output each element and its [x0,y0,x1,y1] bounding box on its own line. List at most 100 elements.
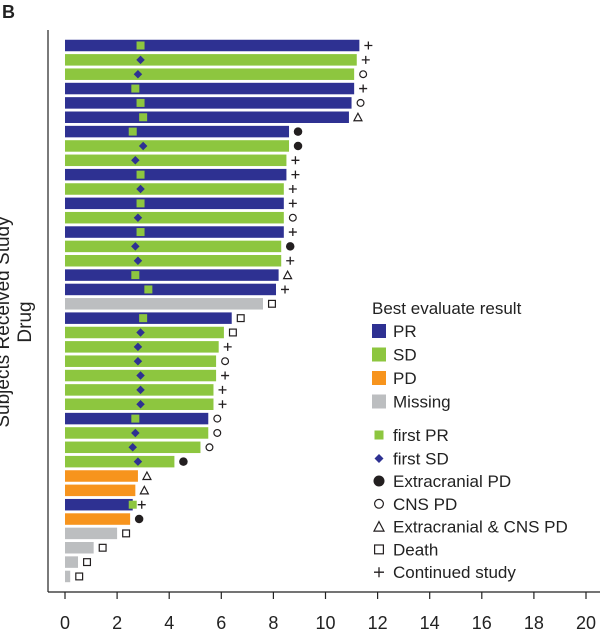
event-extracranial-pd [285,242,295,251]
legend-label-death: Death [393,540,438,559]
legend-both-pd-marker [373,520,385,532]
event-continued [288,185,297,193]
marker-first-SD [136,55,145,65]
legend-death-marker [374,544,385,555]
event-both-pd [139,485,150,495]
event-continued [291,170,300,179]
bar-sd [65,240,282,253]
bar-pr [65,498,133,511]
marker-first-SD [133,213,143,222]
bar-sd [65,183,284,195]
legend-label-sd: SD [393,346,417,365]
event-extracranial-pd [293,141,303,151]
bar-pr [65,82,355,95]
marker-first-SD [131,428,140,438]
bar-pd [65,484,136,497]
event-extracranial-pd [179,457,188,466]
legend-label-both-pd: Extracranial & CNS PD [393,518,568,537]
event-cns-pd [221,357,230,366]
marker-first-SD [136,400,145,409]
bar-sd [65,54,357,66]
marker-first-SD [131,242,140,251]
marker-first-SD [133,457,143,466]
event-continued [364,41,373,50]
event-cns-pd [356,98,365,107]
x-tick-label: 20 [576,613,596,633]
marker-first-PR [131,84,140,93]
legend-cns-pd-marker [374,498,385,509]
bar-missing [65,542,94,554]
marker-first-SD [136,184,145,194]
marker-first-SD [133,256,143,265]
event-cns-pd [213,428,222,437]
legend-swatch-sd [372,347,386,362]
x-tick-label: 0 [60,613,70,633]
bar-sd [65,140,290,152]
event-continued [361,55,370,64]
bar-pr [65,168,287,181]
event-death [122,529,131,538]
legend-label-pd: PD [393,369,417,388]
event-death [236,314,245,323]
marker-first-PR [131,271,140,280]
marker-first-PR [136,228,145,237]
legend-label-first-PR: first PR [393,426,449,445]
legend-continued-marker [374,567,384,578]
event-both-pd [282,269,293,280]
event-death [267,299,276,308]
x-tick-label: 16 [472,613,492,633]
marker-first-PR [128,127,137,136]
event-continued [223,342,232,351]
marker-first-SD [128,443,137,452]
marker-first-PR [139,314,148,323]
marker-first-SD [138,141,148,151]
x-tick-label: 12 [368,613,388,633]
bar-pd [65,470,138,482]
event-continued [218,400,227,409]
event-continued [286,256,295,265]
bar-pr [65,283,277,296]
panel-label: B [2,2,15,22]
bar-sd [65,211,284,224]
bar-sd [65,68,355,80]
event-cns-pd [288,213,297,222]
legend-swatch-pd [372,371,386,385]
event-continued [218,385,227,394]
x-tick-label: 2 [112,613,122,633]
event-both-pd [352,111,363,122]
legend-label-extracranial-pd: Extracranial PD [393,472,511,491]
bar-pr [65,197,284,210]
x-tick-label: 14 [420,613,440,633]
marker-first-PR [128,500,137,509]
event-continued [281,285,290,294]
legend-swatch-pr [372,324,386,338]
legend-first-PR-marker [374,430,384,440]
event-death [75,572,84,581]
event-cns-pd [359,70,368,79]
legend-title: Best evaluate result [372,299,522,318]
bar-pd [65,513,131,525]
legend-swatch-missing [372,394,386,409]
bar-pr [65,269,279,281]
marker-first-SD [136,371,145,380]
marker-first-SD [133,342,143,352]
event-continued [359,84,368,93]
marker-first-PR [136,98,145,107]
event-continued [221,371,230,380]
event-cns-pd [205,443,214,452]
legend-first-SD-marker [374,454,384,463]
event-both-pd [141,470,152,481]
x-tick-label: 18 [524,613,544,633]
bar-sd [65,455,175,468]
x-tick-label: 10 [315,613,335,633]
marker-first-SD [136,385,145,395]
bar-pr [65,111,349,123]
x-tick-label: 8 [268,613,278,633]
event-extracranial-pd [293,127,303,136]
legend-label-first-SD: first SD [393,450,449,469]
bar-missing [65,570,71,583]
event-death [83,558,92,567]
legend-label-cns-pd: CNS PD [393,495,457,514]
x-tick-label: 6 [216,613,226,633]
bar-pr [65,125,290,138]
